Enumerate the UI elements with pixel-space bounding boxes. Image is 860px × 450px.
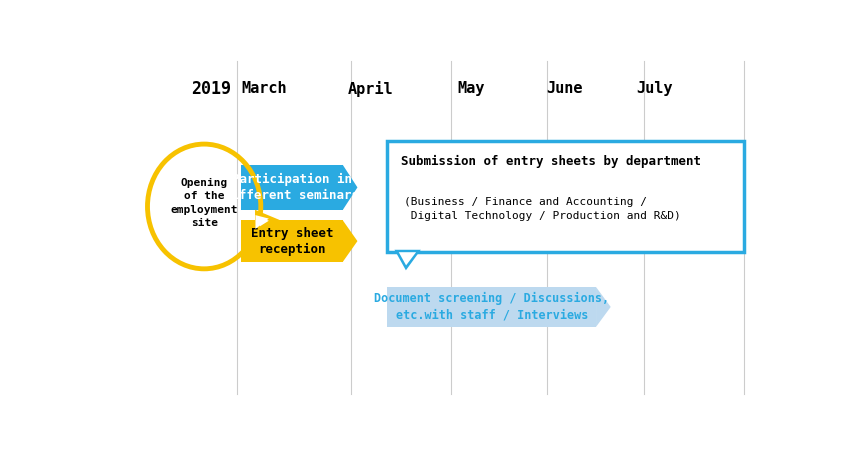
- FancyBboxPatch shape: [241, 220, 343, 262]
- Polygon shape: [255, 215, 269, 229]
- Text: Submission of entry sheets by department: Submission of entry sheets by department: [401, 155, 701, 168]
- Text: July: July: [636, 81, 673, 96]
- Text: Opening
of the
employment
site: Opening of the employment site: [170, 178, 238, 228]
- Text: (Business / Finance and Accounting /
 Digital Technology / Production and R&D): (Business / Finance and Accounting / Dig…: [404, 198, 681, 221]
- FancyBboxPatch shape: [387, 140, 744, 252]
- Polygon shape: [343, 165, 358, 210]
- FancyBboxPatch shape: [387, 287, 596, 327]
- Text: June: June: [546, 81, 582, 96]
- Text: Document screening / Discussions,
etc.with staff / Interviews: Document screening / Discussions, etc.wi…: [374, 292, 609, 321]
- Text: Participation in
different seminars: Participation in different seminars: [224, 173, 359, 202]
- Text: March: March: [242, 81, 287, 96]
- Polygon shape: [343, 220, 358, 262]
- Polygon shape: [397, 252, 417, 267]
- Text: April: April: [348, 81, 394, 97]
- FancyBboxPatch shape: [241, 165, 343, 210]
- Text: Entry sheet
reception: Entry sheet reception: [250, 226, 333, 256]
- Polygon shape: [399, 252, 416, 266]
- Polygon shape: [596, 287, 611, 327]
- Text: May: May: [457, 81, 484, 96]
- Text: 2019: 2019: [191, 80, 230, 98]
- Polygon shape: [257, 213, 274, 231]
